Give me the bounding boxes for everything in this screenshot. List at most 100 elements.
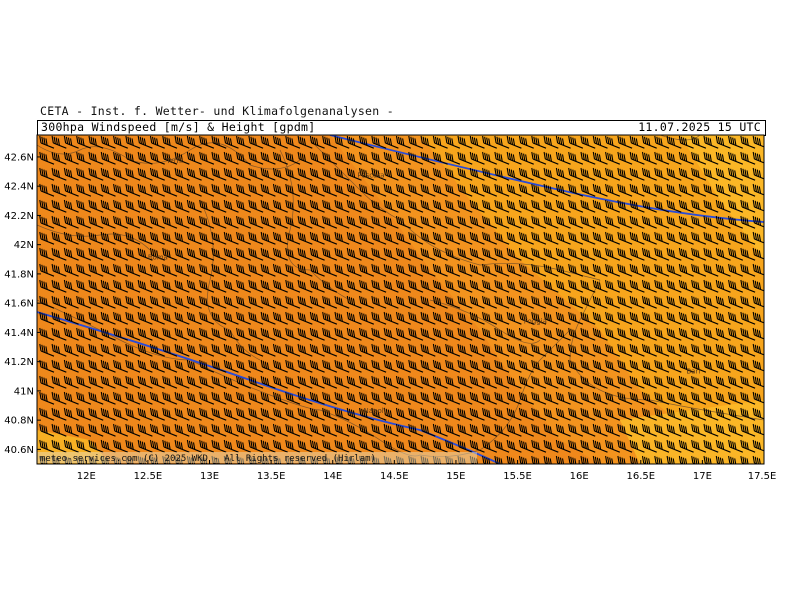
wind-barb xyxy=(371,375,387,389)
wind-barb xyxy=(691,407,707,421)
wind-barb xyxy=(236,295,252,309)
wind-barb xyxy=(482,359,498,373)
wind-barb xyxy=(113,391,129,405)
wind-barb xyxy=(248,327,264,341)
lat-tick-label: 42N xyxy=(14,240,34,251)
wind-barb xyxy=(469,343,485,357)
wind-barb xyxy=(88,375,104,389)
wind-barb xyxy=(543,183,559,197)
wind-barb xyxy=(703,263,719,277)
wind-barb xyxy=(359,247,375,261)
wind-barb xyxy=(457,151,473,165)
wind-barb xyxy=(531,263,547,277)
wind-barb xyxy=(285,263,301,277)
wind-barb xyxy=(285,295,301,309)
wind-barb xyxy=(260,167,276,181)
wind-barb xyxy=(395,327,411,341)
wind-barb xyxy=(248,215,264,229)
wind-barb xyxy=(605,391,621,405)
wind-barb xyxy=(260,183,276,197)
wind-barb xyxy=(174,199,190,213)
wind-barb xyxy=(88,231,104,245)
wind-barb xyxy=(297,279,313,293)
wind-barb xyxy=(88,167,104,181)
wind-barb xyxy=(260,423,276,437)
wind-barb xyxy=(543,359,559,373)
wind-barb xyxy=(223,135,239,149)
wind-barb xyxy=(211,295,227,309)
lon-tick-label: 14.5E xyxy=(380,471,409,482)
wind-barb xyxy=(395,391,411,405)
wind-barb xyxy=(100,167,116,181)
wind-barb xyxy=(88,247,104,261)
wind-barb xyxy=(752,231,764,244)
wind-barb xyxy=(162,215,178,229)
wind-barb xyxy=(715,247,731,261)
wind-barb xyxy=(605,263,621,277)
wind-barb xyxy=(346,247,362,261)
wind-barb xyxy=(728,311,744,325)
wind-barb xyxy=(728,215,744,229)
wind-barb xyxy=(223,215,239,229)
wind-barb xyxy=(113,247,129,261)
wind-barb xyxy=(322,439,338,453)
wind-barb xyxy=(592,199,608,213)
wind-barb xyxy=(580,295,596,309)
wind-barb xyxy=(346,231,362,245)
wind-barb xyxy=(297,199,313,213)
wind-barb xyxy=(580,407,596,421)
wind-barb xyxy=(568,279,584,293)
wind-barb xyxy=(285,151,301,165)
wind-barb xyxy=(592,359,608,373)
wind-barb xyxy=(39,215,55,229)
wind-barb xyxy=(482,327,498,341)
wind-barb xyxy=(766,200,780,212)
wind-barb xyxy=(506,279,522,293)
wind-barb xyxy=(186,151,202,165)
wind-barb xyxy=(752,183,764,196)
wind-barb xyxy=(371,215,387,229)
lon-tick-label: 12.5E xyxy=(134,471,163,482)
wind-barb xyxy=(125,439,141,453)
wind-barb xyxy=(641,327,657,341)
wind-barb xyxy=(51,263,67,277)
wind-barb xyxy=(223,375,239,389)
wind-barb xyxy=(482,167,498,181)
wind-barb xyxy=(236,407,252,421)
wind-barb xyxy=(531,167,547,181)
wind-barb xyxy=(506,327,522,341)
wind-barb xyxy=(248,423,264,437)
wind-barb xyxy=(457,343,473,357)
wind-barb xyxy=(113,167,129,181)
wind-barb xyxy=(703,215,719,229)
wind-barb xyxy=(51,279,67,293)
wind-barb xyxy=(691,167,707,181)
wind-barb xyxy=(740,231,756,245)
wind-barb xyxy=(605,327,621,341)
wind-barb xyxy=(678,167,694,181)
wind-barb xyxy=(125,295,141,309)
wind-barb xyxy=(605,231,621,245)
wind-barb xyxy=(174,135,190,149)
wind-barb xyxy=(346,183,362,197)
wind-barb xyxy=(740,407,756,421)
wind-barb xyxy=(125,359,141,373)
wind-barb xyxy=(715,311,731,325)
wind-barb xyxy=(592,407,608,421)
wind-barb xyxy=(740,311,756,325)
wind-barb xyxy=(518,295,534,309)
wind-barb xyxy=(494,199,510,213)
wind-barb xyxy=(174,167,190,181)
wind-barb xyxy=(125,199,141,213)
wind-barb xyxy=(76,391,92,405)
wind-barb xyxy=(728,359,744,373)
wind-barb xyxy=(592,151,608,165)
wind-barb xyxy=(260,375,276,389)
wind-barb xyxy=(580,199,596,213)
wind-barb xyxy=(740,215,756,229)
wind-barb xyxy=(199,215,215,229)
wind-barb xyxy=(568,423,584,437)
wind-barb xyxy=(211,375,227,389)
wind-barb xyxy=(149,375,165,389)
wind-barb xyxy=(543,135,559,149)
